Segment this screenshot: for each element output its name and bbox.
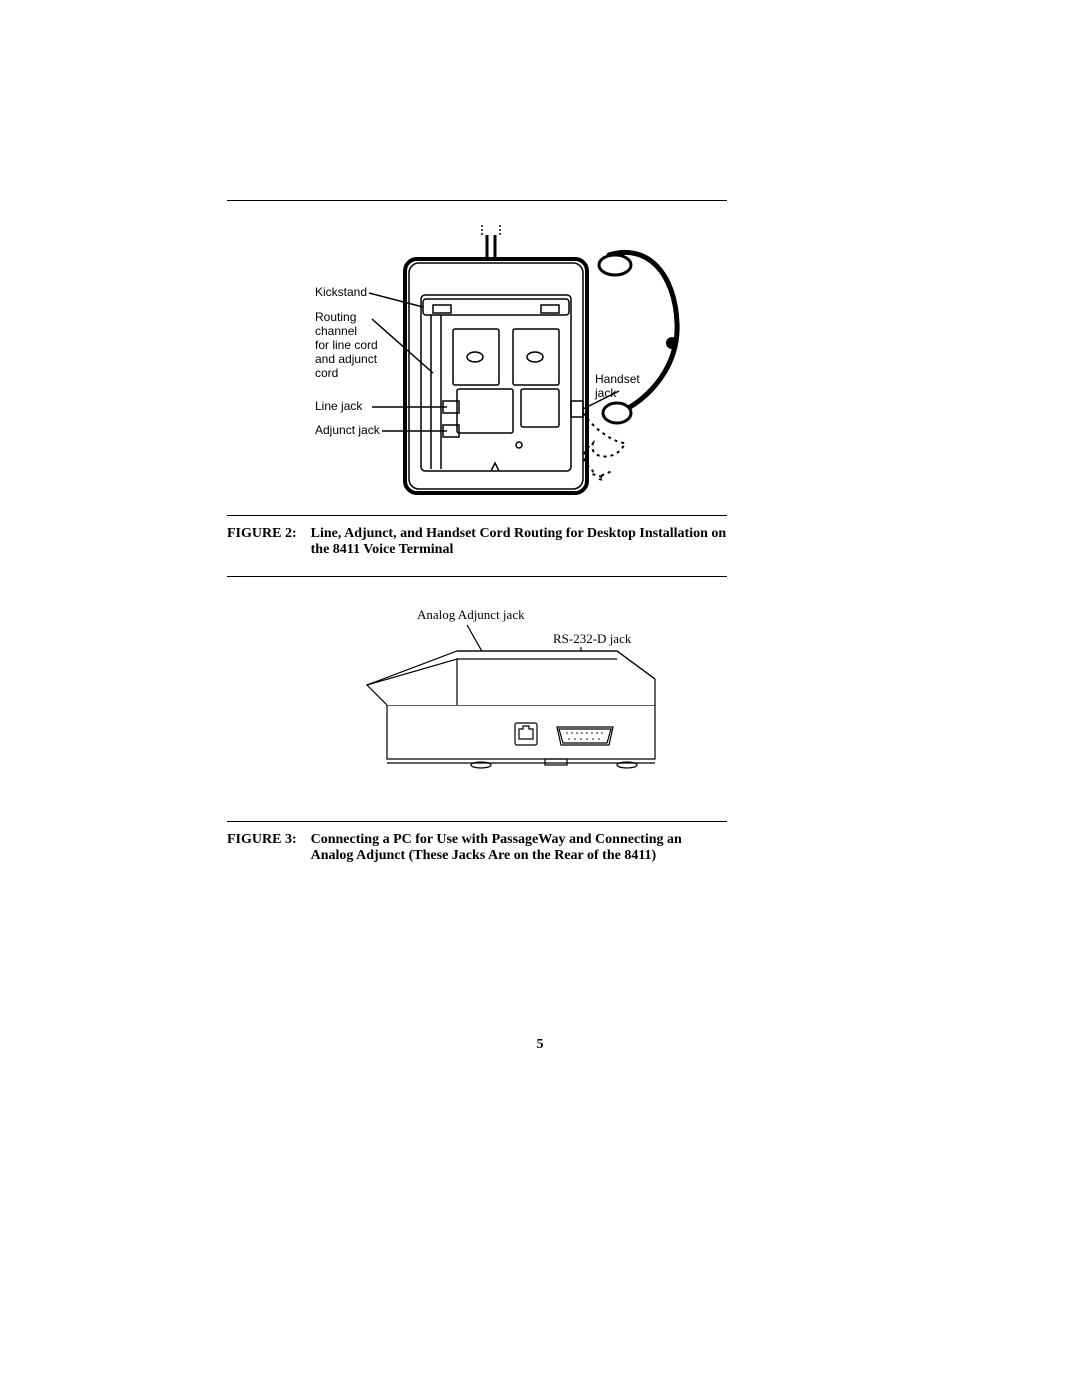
callout-line-jack: Line jack [315, 399, 363, 413]
figure-2-caption: FIGURE 2: Line, Adjunct, and Handset Cor… [227, 526, 727, 558]
callout-adjunct-jack: Adjunct jack [315, 423, 381, 437]
figure-2-text: Line, Adjunct, and Handset Cord Routing … [311, 526, 727, 558]
rule-mid1 [227, 515, 727, 516]
rule-mid2 [227, 576, 727, 577]
rule-bottom [227, 821, 727, 822]
callout-handset-jack: Handset jack [594, 372, 643, 400]
figure-3-caption: FIGURE 3: Connecting a PC for Use with P… [227, 832, 727, 864]
page-number: 5 [0, 1037, 1080, 1053]
callout-analog: Analog Adjunct jack [417, 607, 525, 622]
figure-3-label: FIGURE 3: [227, 832, 311, 864]
page-content: Kickstand Routing channel for line cord … [227, 200, 727, 882]
figure-2-diagram: Kickstand Routing channel for line cord … [257, 213, 697, 503]
callout-routing: Routing channel for line cord and adjunc… [315, 310, 381, 380]
rule-top [227, 200, 727, 201]
callout-rs232: RS-232-D jack [553, 631, 632, 646]
callout-kickstand: Kickstand [315, 285, 367, 299]
figure-3-text: Connecting a PC for Use with PassageWay … [311, 832, 727, 864]
figure-2-label: FIGURE 2: [227, 526, 311, 558]
figure-3-diagram: Analog Adjunct jack RS-232-D jack [257, 589, 697, 809]
